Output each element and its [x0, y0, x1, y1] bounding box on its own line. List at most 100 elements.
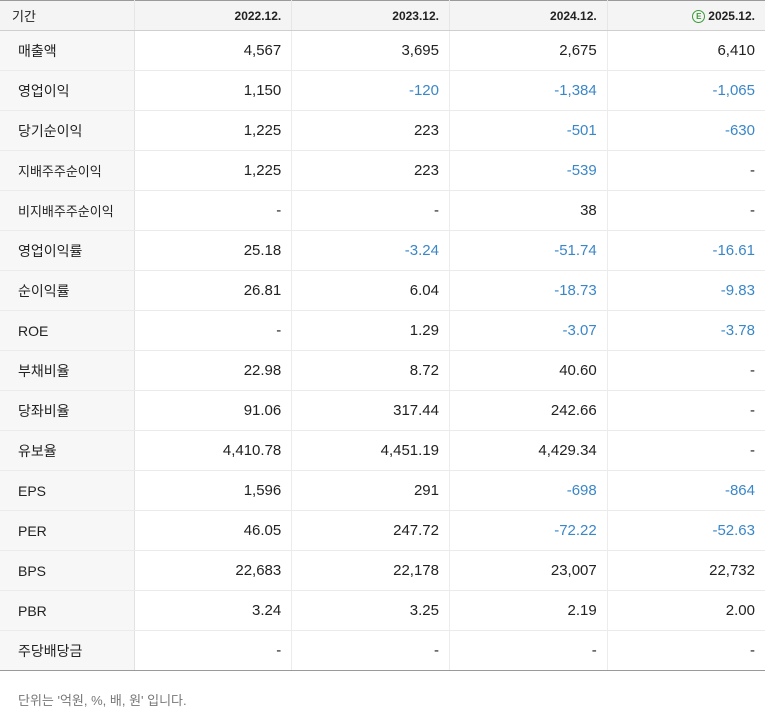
- table-cell: 291: [291, 470, 450, 511]
- row-label: 주당배당금: [0, 630, 135, 671]
- row-label: 당기순이익: [0, 110, 135, 151]
- table-cell: -: [607, 350, 765, 391]
- row-label: 영업이익: [0, 70, 135, 111]
- table-cell: 1,150: [134, 70, 293, 111]
- table-cell: 4,429.34: [449, 430, 608, 471]
- financial-table: 기간 2022.12. 2023.12. 2024.12. E 2025.12. …: [0, 0, 765, 671]
- table-row: PBR 3.24 3.25 2.19 2.00: [0, 590, 765, 631]
- table-row: 부채비율 22.98 8.72 40.60-: [0, 350, 765, 391]
- table-cell: 3.25: [291, 590, 450, 631]
- table-cell: -3.78: [607, 310, 765, 351]
- row-label: 지배주주순이익: [0, 150, 135, 191]
- table-cell: 1,596: [134, 470, 293, 511]
- table-row: 유보율 4,410.78 4,451.19 4,429.34-: [0, 430, 765, 471]
- table-cell: -: [607, 150, 765, 191]
- table-row: 순이익률 26.81 6.04 -18.73 -9.83: [0, 270, 765, 311]
- table-cell: 2.19: [449, 590, 608, 631]
- table-cell: 1,225: [134, 150, 293, 191]
- column-header-2022: 2022.12.: [134, 0, 293, 31]
- table-cell: -9.83: [607, 270, 765, 311]
- table-header-row: 기간 2022.12. 2023.12. 2024.12. E 2025.12.: [0, 0, 765, 31]
- row-label: EPS: [0, 470, 135, 511]
- table-row: 당좌비율 91.06 317.44 242.66-: [0, 390, 765, 431]
- column-header-2025: E 2025.12.: [607, 0, 765, 31]
- table-cell: -: [607, 390, 765, 431]
- table-cell: 91.06: [134, 390, 293, 431]
- table-cell: 242.66: [449, 390, 608, 431]
- table-cell: 6.04: [291, 270, 450, 311]
- table-row: 영업이익 1,150 -120 -1,384 -1,065: [0, 70, 765, 111]
- table-cell: 46.05: [134, 510, 293, 551]
- row-label: BPS: [0, 550, 135, 591]
- table-cell: 3,695: [291, 30, 450, 71]
- table-cell: -: [607, 630, 765, 671]
- table-cell: 1.29: [291, 310, 450, 351]
- column-header-2024: 2024.12.: [449, 0, 608, 31]
- table-row: EPS 1,596 291 -698 -864: [0, 470, 765, 511]
- table-cell: -539: [449, 150, 608, 191]
- table-cell: -: [134, 190, 293, 231]
- table-cell: -3.07: [449, 310, 608, 351]
- row-label: PER: [0, 510, 135, 551]
- table-cell: 2.00: [607, 590, 765, 631]
- row-label: 부채비율: [0, 350, 135, 391]
- table-cell: -864: [607, 470, 765, 511]
- table-cell: 40.60: [449, 350, 608, 391]
- table-cell: -: [607, 190, 765, 231]
- table-row: PER 46.05 247.72 -72.22 -52.63: [0, 510, 765, 551]
- table-cell: 8.72: [291, 350, 450, 391]
- row-label: 비지배주주순이익: [0, 190, 135, 231]
- table-row: 비지배주주순이익 - -38-: [0, 190, 765, 231]
- table-cell: 1,225: [134, 110, 293, 151]
- table-cell: 22,683: [134, 550, 293, 591]
- table-cell: -52.63: [607, 510, 765, 551]
- table-cell: 4,410.78: [134, 430, 293, 471]
- period-header: 기간: [0, 0, 135, 31]
- table-cell: -: [134, 310, 293, 351]
- table-row: 매출액 4,567 3,695 2,675 6,410: [0, 30, 765, 71]
- table-cell: -630: [607, 110, 765, 151]
- table-cell: -: [291, 630, 450, 671]
- table-cell: -698: [449, 470, 608, 511]
- table-row: 지배주주순이익 1,225 223 -539-: [0, 150, 765, 191]
- table-cell: 22,178: [291, 550, 450, 591]
- row-label: ROE: [0, 310, 135, 351]
- table-cell: -120: [291, 70, 450, 111]
- table-cell: 26.81: [134, 270, 293, 311]
- table-cell: 4,567: [134, 30, 293, 71]
- table-cell: -51.74: [449, 230, 608, 271]
- column-header-2025-label: 2025.12.: [708, 8, 755, 23]
- row-label: 당좌비율: [0, 390, 135, 431]
- table-cell: -: [449, 630, 608, 671]
- table-row: ROE -1.29 -3.07 -3.78: [0, 310, 765, 351]
- table-cell: 3.24: [134, 590, 293, 631]
- table-cell: 22.98: [134, 350, 293, 391]
- table-cell: 25.18: [134, 230, 293, 271]
- table-cell: 4,451.19: [291, 430, 450, 471]
- table-cell: 23,007: [449, 550, 608, 591]
- table-cell: 317.44: [291, 390, 450, 431]
- table-cell: 38: [449, 190, 608, 231]
- table-cell: 22,732: [607, 550, 765, 591]
- table-cell: -: [607, 430, 765, 471]
- row-label: PBR: [0, 590, 135, 631]
- table-cell: -1,384: [449, 70, 608, 111]
- table-row: BPS 22,683 22,178 23,007 22,732: [0, 550, 765, 591]
- table-cell: -501: [449, 110, 608, 151]
- estimate-badge-icon: E: [692, 9, 706, 23]
- table-row: 당기순이익 1,225 223 -501 -630: [0, 110, 765, 151]
- table-cell: -: [291, 190, 450, 231]
- table-cell: -1,065: [607, 70, 765, 111]
- table-row: 주당배당금 - - - -: [0, 630, 765, 671]
- row-label: 매출액: [0, 30, 135, 71]
- table-cell: 2,675: [449, 30, 608, 71]
- table-cell: 223: [291, 150, 450, 191]
- table-cell: 6,410: [607, 30, 765, 71]
- table-cell: -3.24: [291, 230, 450, 271]
- table-cell: -18.73: [449, 270, 608, 311]
- table-cell: -: [134, 630, 293, 671]
- table-cell: -16.61: [607, 230, 765, 271]
- row-label: 영업이익률: [0, 230, 135, 271]
- table-cell: 223: [291, 110, 450, 151]
